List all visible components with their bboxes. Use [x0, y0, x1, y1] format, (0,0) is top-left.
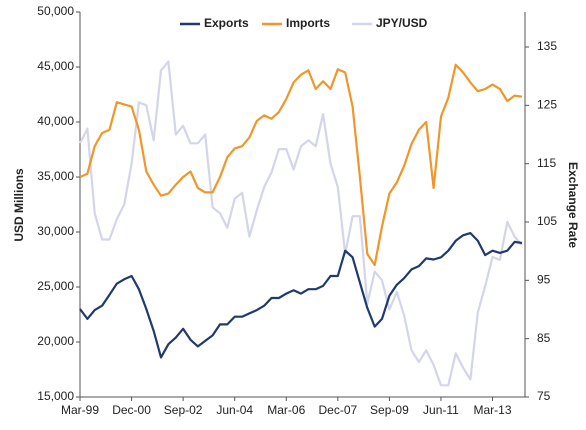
x-tick-label: Dec-00 [112, 403, 151, 417]
x-tick-label: Mar-13 [474, 403, 512, 417]
y-tick-label: 20,000 [37, 334, 74, 348]
y-axis-label: USD Millions [12, 168, 26, 242]
legend-label: Imports [286, 16, 330, 30]
x-tick-label: Dec-07 [318, 403, 357, 417]
x-tick-label: Sep-09 [370, 403, 409, 417]
y2-tick-label: 85 [537, 331, 551, 345]
y-tick-label: 15,000 [37, 389, 74, 403]
y-tick-label: 50,000 [37, 4, 74, 18]
x-tick-label: Jun-11 [423, 403, 459, 417]
x-tick-label: Jun-04 [216, 403, 253, 417]
x-tick-label: Mar-06 [267, 403, 305, 417]
y2-tick-label: 75 [537, 389, 551, 403]
x-tick-label: Sep-02 [164, 403, 203, 417]
y2-tick-label: 115 [537, 156, 556, 170]
y-tick-label: 25,000 [37, 279, 74, 293]
legend-label: JPY/USD [376, 16, 428, 30]
y-tick-label: 30,000 [37, 224, 74, 238]
y2-axis-label: Exchange Rate [566, 162, 580, 248]
y2-tick-label: 95 [537, 273, 551, 287]
legend-label: Exports [204, 16, 249, 30]
y-tick-label: 45,000 [37, 59, 74, 73]
y2-tick-label: 135 [537, 39, 557, 53]
y-tick-label: 40,000 [37, 114, 74, 128]
series-line [79, 232, 523, 359]
y2-tick-label: 125 [537, 98, 557, 112]
series-line [79, 63, 523, 267]
x-tick-label: Mar-99 [61, 403, 99, 417]
series-line [79, 60, 523, 387]
y2-tick-label: 105 [537, 214, 557, 228]
y-tick-label: 35,000 [37, 169, 74, 183]
